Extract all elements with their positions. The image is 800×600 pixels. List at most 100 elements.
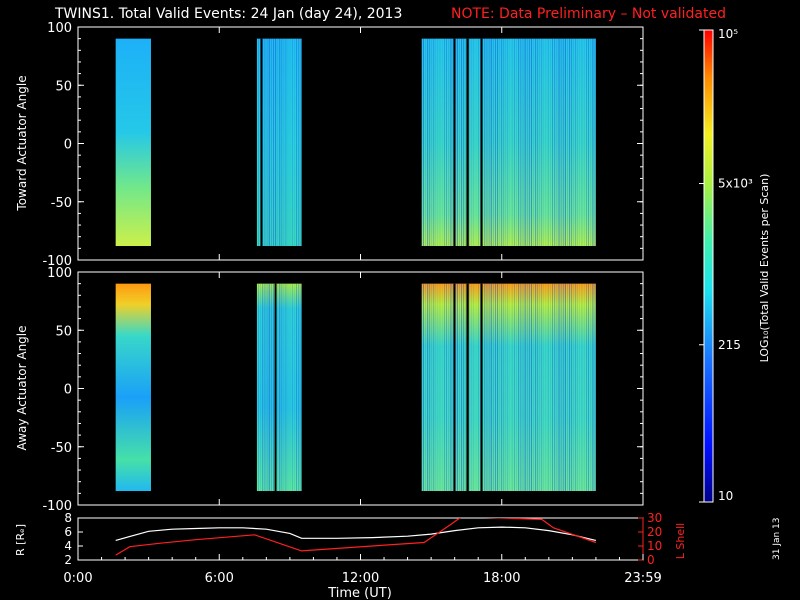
- streak: [285, 38, 287, 247]
- streak: [446, 283, 447, 492]
- streak: [258, 283, 259, 492]
- streak: [281, 283, 283, 492]
- x-axis-label: Time (UT): [327, 586, 392, 600]
- streak: [535, 38, 537, 247]
- colorbar-gradient: [703, 29, 714, 503]
- streak: [456, 283, 458, 492]
- streak: [505, 283, 507, 492]
- streak: [522, 283, 524, 492]
- chart-title: TWINS1. Total Valid Events: 24 Jan (day …: [55, 6, 403, 22]
- streak: [562, 283, 564, 492]
- streak: [528, 38, 530, 247]
- streak: [490, 38, 492, 247]
- streak: [558, 283, 560, 492]
- streak: [528, 283, 530, 492]
- streak: [446, 38, 447, 247]
- streak: [539, 283, 541, 492]
- streak: [494, 38, 497, 247]
- streak: [456, 38, 458, 247]
- colorbar: 10 215 5x10³ 10⁵ LOG₁₀(Total Valid Events p…: [699, 27, 771, 503]
- streak: [513, 283, 515, 492]
- y-axis-toward: -100 -50 0 50 100: [42, 21, 644, 269]
- streak: [518, 283, 520, 492]
- title-row: TWINS1. Total Valid Events: 24 Jan (day …: [0, 6, 800, 24]
- streak: [488, 283, 490, 492]
- coverage-block: [256, 283, 302, 492]
- streak: [497, 38, 499, 247]
- streak: [433, 38, 435, 247]
- streak: [594, 38, 596, 247]
- streak: [285, 283, 287, 492]
- streak: [448, 283, 450, 492]
- streak: [431, 38, 433, 247]
- panel-away: -100 -50 0 50 100 Away Actuator Angle: [15, 266, 644, 514]
- streak: [272, 283, 275, 492]
- streak: [279, 38, 281, 247]
- streak: [571, 283, 573, 492]
- streak: [444, 38, 445, 247]
- streak: [583, 38, 585, 247]
- y-tick-label: 0: [64, 138, 72, 153]
- colorbar-tick-label: 215: [718, 338, 741, 352]
- y-tick-label: 10: [647, 539, 662, 553]
- streak: [560, 283, 562, 492]
- data-gap: [466, 38, 469, 247]
- colorbar-tick-label: 10: [718, 489, 733, 503]
- streak: [458, 38, 461, 247]
- streak: [518, 38, 520, 247]
- streak: [594, 283, 596, 492]
- streak: [583, 283, 585, 492]
- streak: [566, 38, 569, 247]
- data-gap: [480, 283, 483, 492]
- streak: [275, 38, 277, 247]
- streak: [279, 283, 281, 492]
- streak: [268, 38, 270, 247]
- streak: [482, 38, 484, 247]
- streak: [427, 38, 429, 247]
- data-gap: [466, 283, 469, 492]
- streak: [477, 283, 479, 492]
- streak: [513, 38, 515, 247]
- streak: [264, 38, 266, 247]
- streak: [264, 283, 266, 492]
- streak: [490, 283, 492, 492]
- streak: [422, 283, 425, 492]
- x-axis-time: 0:00 6:00 12:00 18:00 23:59: [63, 554, 662, 586]
- streak: [552, 283, 553, 492]
- streak: [444, 283, 445, 492]
- streak: [494, 283, 497, 492]
- colorbar-tick-label: 10⁵: [718, 27, 738, 41]
- streak: [465, 38, 467, 247]
- heatmap-away: [115, 283, 596, 492]
- streak: [560, 38, 562, 247]
- streak: [537, 283, 539, 492]
- streak: [524, 38, 526, 247]
- streak: [530, 283, 533, 492]
- streak: [533, 283, 535, 492]
- streak: [486, 38, 488, 247]
- streak: [573, 283, 575, 492]
- streak: [505, 38, 507, 247]
- y-tick-label: 50: [55, 79, 72, 94]
- streak: [503, 38, 505, 247]
- streak: [569, 38, 571, 247]
- y-tick-label: 8: [64, 511, 72, 525]
- streak: [516, 38, 517, 247]
- streak: [566, 283, 569, 492]
- y-tick-label: 30: [647, 511, 662, 525]
- streak: [425, 38, 427, 247]
- x-tick-label: 6:00: [205, 571, 234, 586]
- streak: [450, 283, 452, 492]
- streak: [262, 283, 264, 492]
- streak: [550, 283, 551, 492]
- streak: [283, 283, 285, 492]
- streak: [463, 283, 465, 492]
- streak: [592, 38, 594, 247]
- streak: [272, 38, 275, 247]
- coverage-block: [256, 38, 302, 247]
- y-tick-label: 4: [64, 539, 72, 553]
- series-line-lshell: [115, 518, 597, 556]
- streak: [431, 283, 433, 492]
- streak: [270, 283, 272, 492]
